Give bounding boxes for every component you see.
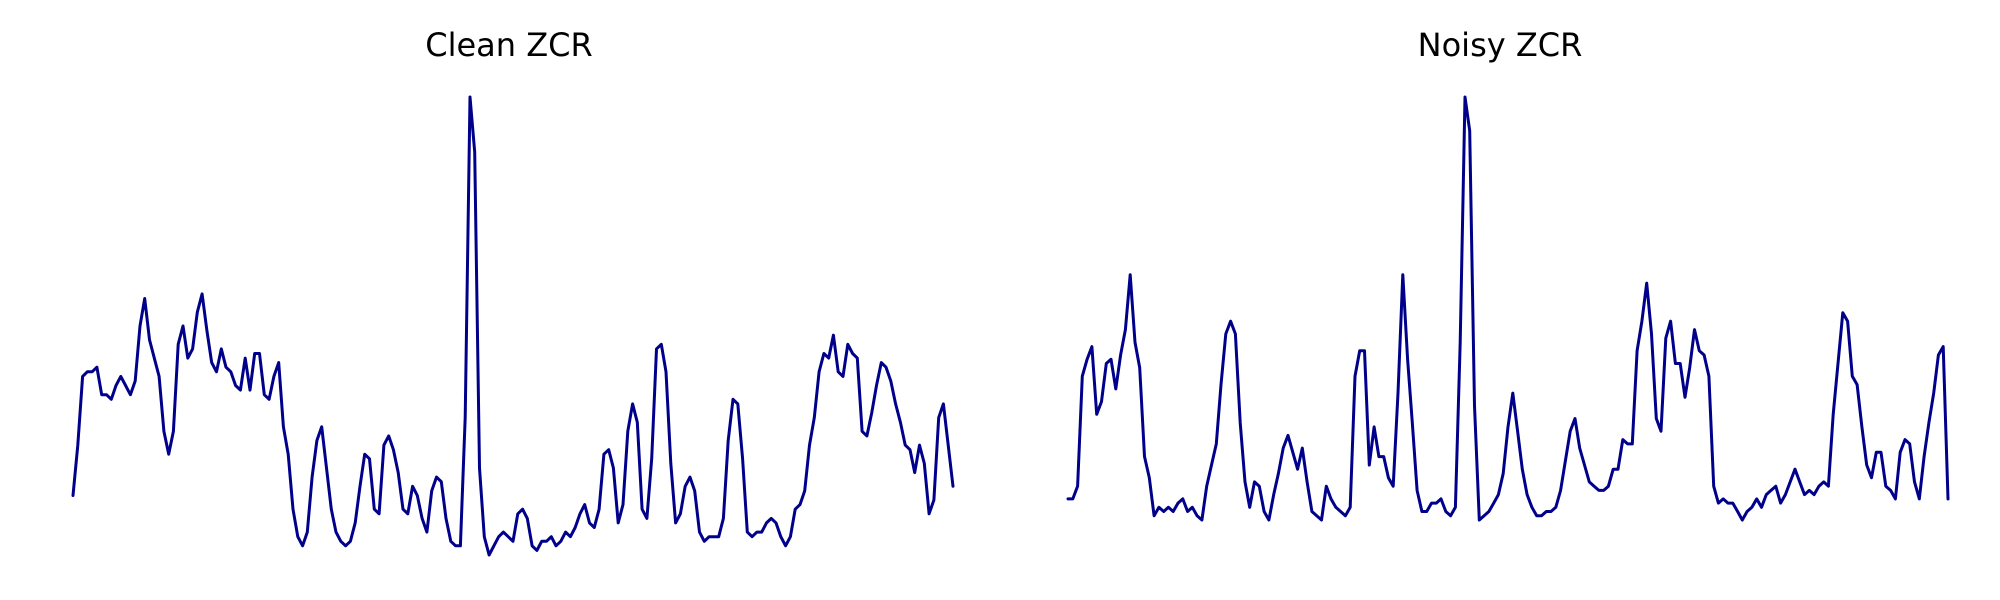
chart-svg-clean: Clean ZCR: [71, 26, 955, 557]
series-line-noisy: [1066, 95, 1950, 522]
series-line-clean: [71, 95, 955, 557]
chart-panel-clean: Clean ZCR: [71, 26, 955, 557]
chart-svg-noisy: Noisy ZCR: [1066, 26, 1950, 522]
chart-title-clean: Clean ZCR: [425, 26, 592, 64]
chart-title-noisy: Noisy ZCR: [1418, 26, 1583, 64]
chart-panel-noisy: Noisy ZCR: [1000, 0, 2000, 600]
